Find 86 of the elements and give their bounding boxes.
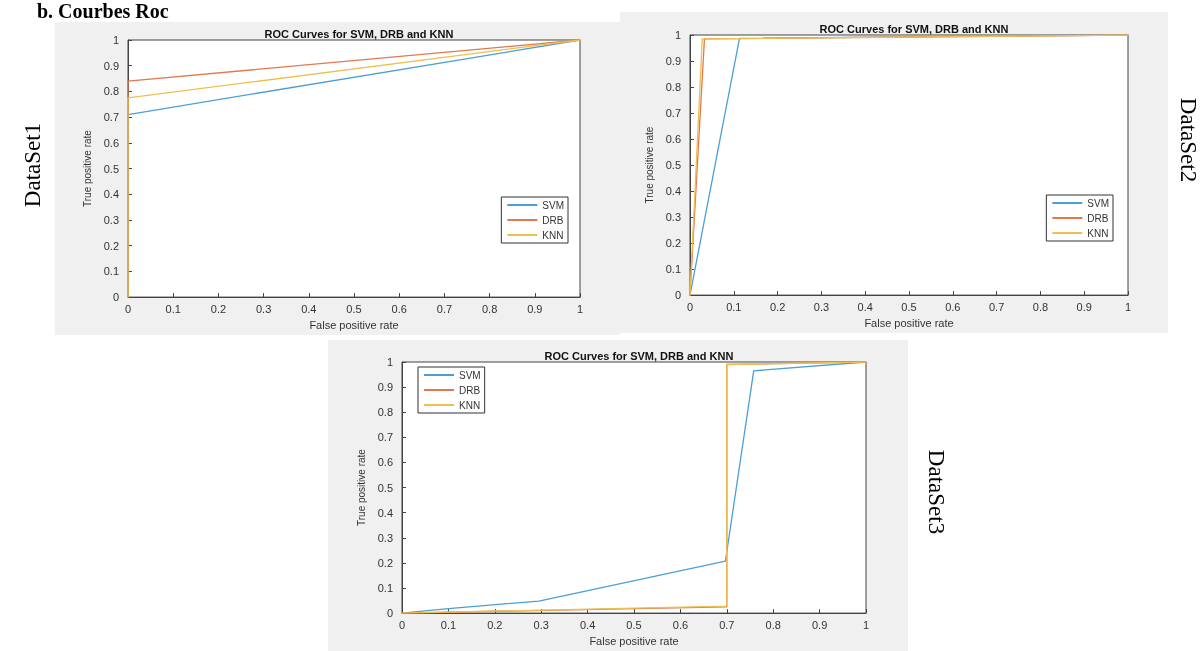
y-tick-label: 0.4: [377, 506, 393, 519]
x-axis-title: False positive rate: [589, 634, 679, 647]
x-tick-label: 0.4: [579, 618, 596, 631]
y-tick-label: 0.8: [665, 81, 681, 94]
y-tick-label: 0.5: [665, 159, 681, 172]
y-tick-label: 0.9: [103, 59, 119, 72]
x-tick-label: 0: [124, 302, 132, 315]
y-tick-label: 0.8: [377, 406, 393, 419]
y-tick-label: 0.6: [665, 133, 681, 146]
y-tick-label: 0.9: [665, 55, 681, 68]
x-tick-label: 0.8: [765, 618, 781, 631]
y-tick-label: 0.1: [665, 263, 681, 276]
x-tick-label: 0.5: [626, 618, 642, 631]
x-tick-label: 0.3: [533, 618, 549, 631]
y-tick-label: 0.4: [103, 188, 119, 201]
x-tick-label: 0.8: [481, 302, 498, 315]
y-tick-label: 0.9: [377, 381, 393, 394]
legend-label: KNN: [1087, 227, 1109, 239]
x-tick-label: 0.4: [301, 302, 317, 315]
y-tick-label: 1: [112, 34, 119, 46]
x-axis-title: False positive rate: [864, 316, 954, 329]
y-tick-label: 0.6: [103, 136, 119, 149]
y-tick-label: 0.5: [103, 162, 119, 175]
y-tick-label: 0.1: [103, 265, 119, 278]
x-tick-label: 1: [862, 618, 870, 631]
x-tick-label: 0.3: [255, 302, 272, 315]
x-tick-label: 1: [1124, 300, 1132, 313]
x-tick-label: 0: [686, 300, 694, 313]
y-tick-label: 0: [386, 607, 393, 620]
y-tick-label: 0.5: [377, 481, 393, 494]
y-tick-label: 0.7: [377, 431, 393, 444]
x-tick-label: 0.9: [1076, 300, 1092, 313]
x-tick-label: 0: [398, 618, 406, 631]
y-tick-label: 0.1: [377, 581, 393, 594]
text: DataSet2: [1175, 97, 1200, 183]
y-tick-label: 0.3: [103, 213, 119, 226]
y-tick-label: 0.3: [665, 211, 681, 224]
x-tick-label: 0.8: [1032, 300, 1049, 313]
legend-label: DRB: [1087, 212, 1109, 224]
y-tick-label: 0.3: [377, 531, 393, 544]
x-tick-label: 0.9: [527, 302, 543, 315]
y-tick-label: 1: [386, 356, 393, 368]
x-tick-label: 0.7: [719, 618, 735, 631]
x-tick-label: 0.7: [436, 302, 453, 315]
y-tick-label: 0.8: [103, 85, 119, 98]
x-tick-label: 0.5: [901, 300, 917, 313]
y-tick-label: 0.7: [665, 107, 681, 120]
y-tick-label: 0.2: [103, 239, 119, 252]
x-tick-label: 0.3: [813, 300, 830, 313]
y-tick-label: 0.2: [665, 237, 681, 250]
legend-label: DRB: [459, 384, 481, 396]
y-axis-title: True positive rate: [82, 129, 94, 207]
y-tick-label: 0.6: [377, 456, 393, 469]
x-axis-title: False positive rate: [309, 318, 399, 331]
x-tick-label: 0.9: [811, 618, 828, 631]
x-tick-label: 0.2: [487, 618, 503, 631]
text: b. Courbes Roc: [37, 0, 169, 22]
legend-label: KNN: [459, 399, 481, 411]
legend-label: DRB: [542, 214, 564, 226]
legend-label: SVM: [1087, 197, 1109, 209]
legend-label: SVM: [542, 199, 564, 211]
legend-label: SVM: [459, 369, 481, 381]
y-tick-label: 0: [674, 289, 681, 302]
x-tick-label: 0.4: [857, 300, 873, 313]
text: DataSet1: [20, 122, 46, 208]
x-tick-label: 0.2: [769, 300, 786, 313]
x-tick-label: 0.2: [210, 302, 227, 315]
x-tick-label: 0.5: [346, 302, 362, 315]
chart-title: ROC Curves for SVM, DRB and KNN: [819, 22, 1009, 35]
y-tick-label: 0.4: [665, 185, 681, 198]
y-tick-label: 0.2: [377, 556, 393, 569]
x-tick-label: 0.7: [988, 300, 1005, 313]
y-tick-label: 1: [674, 29, 681, 41]
x-tick-label: 0.1: [726, 300, 742, 313]
y-axis-title: True positive rate: [356, 448, 368, 526]
y-tick-label: 0: [112, 291, 119, 304]
x-tick-label: 1: [576, 302, 584, 315]
chart-title: ROC Curves for SVM, DRB and KNN: [544, 349, 734, 362]
x-tick-label: 0.6: [945, 300, 961, 313]
x-tick-label: 0.1: [440, 618, 457, 631]
legend-label: KNN: [542, 229, 564, 241]
y-tick-label: 0.7: [103, 111, 119, 124]
text: DataSet3: [923, 449, 949, 535]
x-tick-label: 0.1: [165, 302, 181, 315]
chart-title: ROC Curves for SVM, DRB and KNN: [264, 27, 454, 40]
y-axis-title: True positive rate: [644, 126, 656, 204]
